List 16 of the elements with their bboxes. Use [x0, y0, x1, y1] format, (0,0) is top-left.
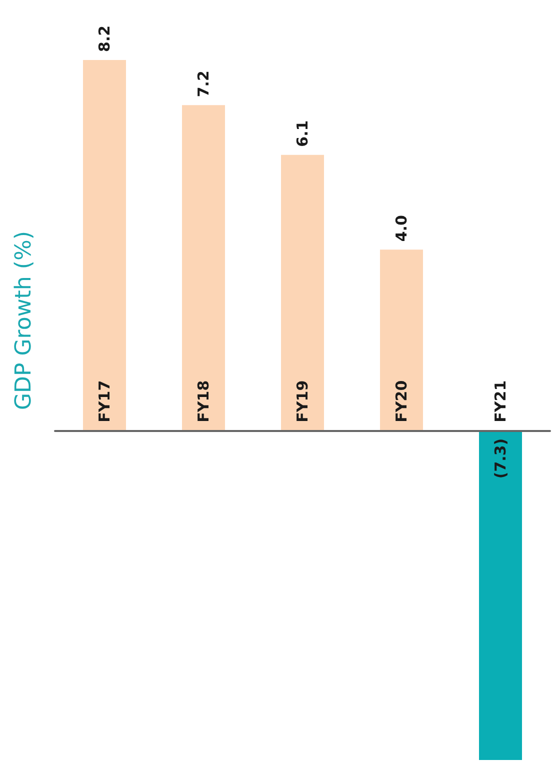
bar	[182, 105, 225, 430]
data-label: 6.1	[294, 120, 312, 147]
x-tick-label: FY21	[492, 380, 510, 422]
bar	[281, 154, 324, 430]
data-label: 7.2	[194, 70, 212, 98]
x-tick-label: FY19	[294, 380, 312, 422]
data-label: 4.0	[392, 215, 410, 242]
bar	[83, 60, 126, 430]
bar	[479, 430, 522, 760]
bar	[380, 250, 423, 430]
x-tick-label: FY20	[392, 380, 410, 422]
data-label: (7.3)	[492, 438, 510, 479]
x-tick-label: FY17	[96, 380, 114, 422]
x-tick-label: FY18	[194, 380, 212, 422]
data-label: 8.2	[96, 25, 114, 52]
y-axis-title: GDP Growth (%)	[12, 231, 36, 410]
